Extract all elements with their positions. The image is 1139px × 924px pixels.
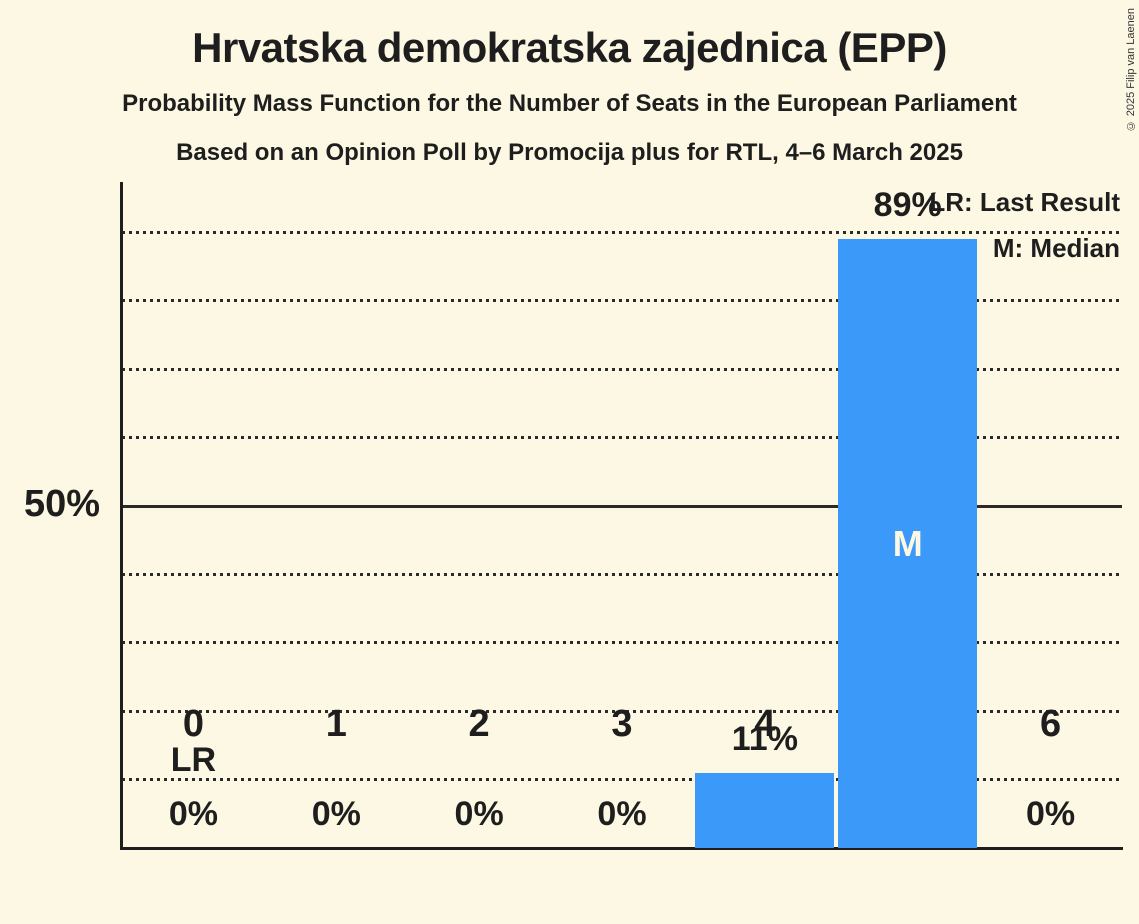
gridline-30pct: [122, 641, 1122, 645]
chart-subtitle-line1: Probability Mass Function for the Number…: [122, 90, 1017, 117]
legend-median: M: Median: [992, 233, 1120, 263]
x-axis-line: [120, 847, 1123, 850]
y-axis-tick-label: 50%: [23, 483, 100, 525]
bar-value-label: 0%: [454, 795, 504, 833]
bar-value-label: 0%: [311, 795, 361, 833]
bar-value-label: 89%: [873, 186, 942, 225]
bar-value-label: 11%: [731, 719, 798, 758]
x-tick-label-3: 3: [611, 703, 633, 745]
x-tick-label-6: 6: [1039, 703, 1062, 745]
gridline-20pct: [122, 709, 1122, 713]
gridline-10pct: [122, 778, 1122, 782]
last-result-marker: LR: [170, 741, 217, 779]
bar-seats-4: [695, 772, 835, 848]
median-marker: M: [892, 522, 923, 564]
bar-value-label: 0%: [1025, 795, 1076, 833]
legend-last-result: LR: Last Result: [929, 187, 1120, 217]
x-tick-label-2: 2: [468, 703, 490, 745]
gridline-70pct: [122, 367, 1122, 371]
x-tick-label-1: 1: [325, 703, 347, 745]
gridline-60pct: [122, 436, 1122, 440]
gridline-50pct: [122, 504, 1122, 508]
plot-area: 0% 0% 0% 0% 11% 89% 0% LR M: [122, 164, 1122, 848]
y-axis-line: [120, 182, 123, 848]
chart-subtitle-line2: Based on an Opinion Poll by Promocija pl…: [176, 139, 963, 166]
bar-seats-5: [838, 239, 978, 848]
x-tick-label-4: 4: [754, 703, 776, 745]
gridline-80pct: [122, 299, 1122, 303]
bar-value-label: 0%: [597, 795, 647, 833]
bar-value-label: 0%: [168, 795, 218, 833]
copyright-notice: © 2025 Filip van Laenen: [1125, 8, 1137, 132]
page-title: Hrvatska demokratska zajednica (EPP): [192, 24, 947, 71]
gridline-90pct: [122, 230, 1122, 234]
x-tick-label-0: 0: [182, 703, 204, 745]
gridline-40pct: [122, 572, 1122, 576]
